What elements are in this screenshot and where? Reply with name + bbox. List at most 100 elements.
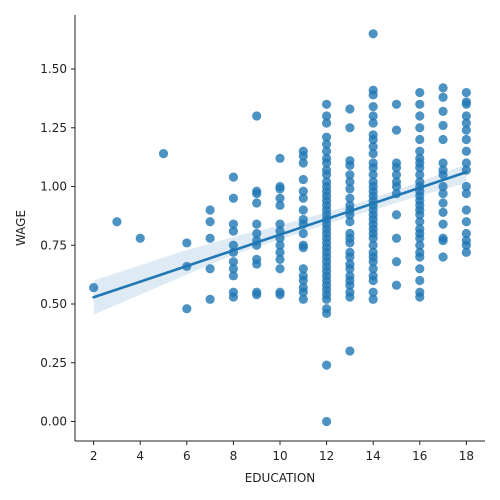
data-point (298, 294, 308, 304)
data-point (252, 259, 262, 269)
data-point (205, 205, 215, 215)
y-tick-label: 1.00 (40, 180, 67, 194)
data-point (415, 240, 425, 250)
data-point (298, 243, 308, 253)
data-point (438, 83, 448, 93)
data-point (368, 257, 378, 267)
data-point (298, 205, 308, 215)
data-point (461, 99, 471, 109)
data-point (275, 153, 285, 163)
data-point (252, 219, 262, 229)
data-point (182, 238, 192, 248)
data-point (228, 172, 239, 182)
data-point (275, 254, 285, 264)
data-point (205, 233, 215, 243)
data-point (345, 280, 355, 290)
data-point (461, 146, 471, 156)
data-point (345, 238, 355, 248)
data-point (252, 228, 262, 239)
regression-line (92, 170, 468, 299)
data-point (368, 111, 378, 121)
data-point (391, 181, 402, 192)
data-point (415, 99, 425, 109)
x-tick-label: 14 (366, 449, 381, 463)
data-point (298, 174, 308, 185)
data-point (438, 120, 448, 131)
data-point (275, 247, 285, 257)
data-point (321, 294, 332, 304)
x-tick-label: 8 (230, 449, 238, 463)
data-point (461, 228, 471, 239)
data-point (391, 163, 402, 173)
data-point (391, 257, 402, 267)
data-point (228, 271, 239, 281)
y-tick-label: 1.50 (40, 62, 67, 76)
data-point (321, 99, 332, 109)
data-point (415, 233, 425, 243)
data-point (345, 193, 355, 203)
data-point (368, 264, 378, 274)
data-point (415, 134, 425, 145)
data-point (135, 233, 145, 243)
data-point (345, 346, 355, 356)
data-point (415, 163, 425, 173)
data-point (252, 290, 262, 300)
data-point (438, 188, 448, 199)
data-point (298, 158, 308, 168)
data-point (391, 99, 402, 109)
data-point (298, 151, 308, 161)
data-point (298, 186, 308, 196)
data-point (345, 292, 355, 302)
y-tick-label: 0.00 (40, 414, 67, 428)
data-point (321, 170, 332, 180)
y-tick-label: 0.25 (40, 356, 67, 370)
data-point (461, 134, 471, 145)
data-point (345, 170, 355, 180)
data-point (415, 210, 425, 220)
data-point (391, 210, 402, 220)
data-point (345, 177, 355, 187)
data-point (391, 125, 402, 135)
data-point (275, 200, 285, 210)
x-tick-label: 4 (136, 449, 144, 463)
data-point (321, 360, 332, 370)
data-point (438, 219, 448, 229)
data-point (415, 292, 425, 302)
data-point (438, 92, 448, 102)
data-point (345, 264, 355, 274)
data-point (368, 240, 378, 250)
data-point (345, 217, 355, 227)
data-point (321, 146, 332, 156)
data-point (298, 275, 308, 286)
data-point (298, 287, 308, 297)
data-point (345, 160, 355, 170)
data-point (321, 111, 332, 121)
y-tick-label: 1.25 (40, 121, 67, 135)
data-point (461, 118, 471, 128)
data-point (252, 111, 262, 121)
data-point (461, 240, 471, 250)
data-point (345, 252, 355, 262)
data-point (298, 193, 308, 203)
data-point (368, 134, 378, 145)
data-point (438, 170, 448, 180)
data-point (461, 181, 471, 192)
data-point (438, 207, 448, 217)
data-point (205, 294, 215, 304)
data-point (275, 193, 285, 203)
regression-layer (92, 170, 468, 299)
data-point (275, 264, 285, 274)
y-tick-label: 0.75 (40, 238, 67, 252)
data-point (438, 235, 448, 246)
data-point (461, 217, 471, 227)
data-point (391, 170, 402, 180)
data-point (368, 102, 378, 112)
data-point (321, 118, 332, 128)
data-point (252, 198, 262, 208)
data-point (182, 304, 192, 314)
data-point (228, 193, 239, 203)
axes: 2 4 6 8 10 12 14 16 18 0.00 0.25 0.50 0.75 1.00 1.25 1.… (40, 15, 485, 463)
data-point (461, 87, 471, 98)
data-point (321, 416, 332, 427)
